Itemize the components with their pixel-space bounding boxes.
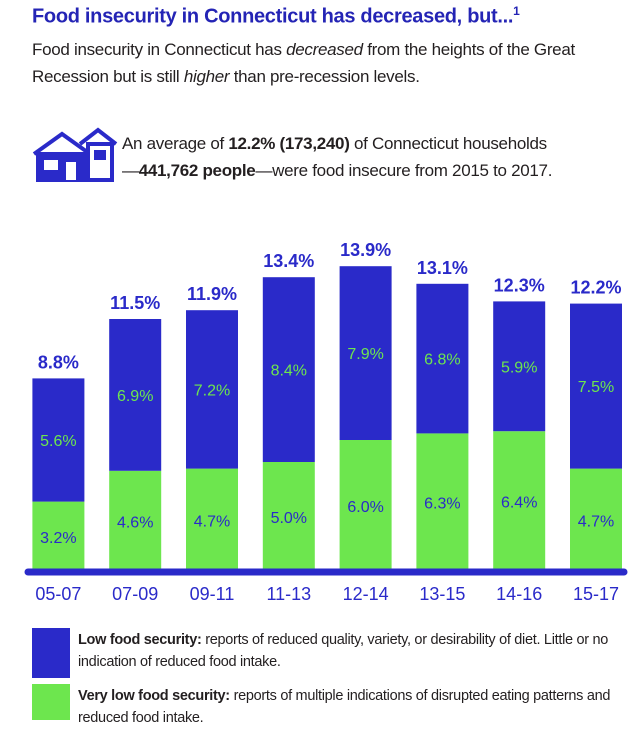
stat-text: — bbox=[122, 161, 139, 180]
bar-segment bbox=[416, 283, 469, 434]
bar-segment bbox=[416, 433, 469, 572]
segment-label: 5.0% bbox=[271, 510, 307, 527]
bar-segment bbox=[570, 303, 622, 469]
bar-segment bbox=[493, 301, 546, 432]
segment-label: 4.6% bbox=[117, 514, 153, 531]
intro-emphasis: higher bbox=[183, 67, 230, 86]
stat-text: —were food insecure from 2015 to 2017. bbox=[255, 161, 553, 180]
bar-segment bbox=[186, 468, 238, 572]
segment-label: 7.9% bbox=[347, 346, 383, 363]
stat-bold: 12.2% (173,240) bbox=[228, 134, 350, 153]
bar-segment bbox=[109, 319, 162, 471]
stat: An average of 12.2% (173,240) of Connect… bbox=[122, 130, 622, 184]
total-label: 8.8% bbox=[38, 352, 79, 372]
total-label: 12.3% bbox=[494, 275, 545, 295]
total-label: 13.4% bbox=[263, 251, 314, 271]
segment-label: 4.7% bbox=[194, 513, 230, 530]
bar-segment bbox=[186, 310, 238, 469]
house-icon bbox=[32, 127, 118, 182]
stat-text: An average of bbox=[122, 134, 229, 153]
total-label: 11.9% bbox=[187, 284, 237, 304]
legend-name: Low food security: bbox=[78, 632, 202, 648]
x-tick-label: 13-15 bbox=[419, 584, 465, 604]
segment-label: 6.9% bbox=[117, 388, 153, 405]
title-text: Food insecurity in Connecticut has decre… bbox=[32, 5, 514, 28]
x-tick-label: 09-11 bbox=[190, 584, 235, 604]
x-tick-label: 12-14 bbox=[343, 584, 389, 604]
segment-label: 7.5% bbox=[578, 379, 614, 396]
intro-emphasis: decreased bbox=[286, 40, 363, 59]
bar-segment bbox=[262, 277, 315, 462]
stat-bold: 441,762 people bbox=[138, 161, 256, 180]
legend-description: reports of reduced quality, variety, or … bbox=[78, 632, 609, 670]
legend-description: reports of multiple indications of disru… bbox=[78, 688, 611, 726]
total-label: 13.9% bbox=[340, 240, 391, 260]
segment-label: 3.2% bbox=[40, 530, 76, 547]
total-label: 11.5% bbox=[110, 293, 160, 313]
x-tick-label: 07-09 bbox=[112, 584, 158, 604]
legend-entry: Low food security: reports of reduced qu… bbox=[78, 629, 618, 673]
stat-text: of Connecticut households bbox=[349, 134, 547, 153]
segment-label: 8.4% bbox=[271, 363, 307, 380]
legend-entry: Very low food security: reports of multi… bbox=[78, 685, 618, 729]
intro-text: Food insecurity in Connecticut has bbox=[32, 40, 287, 59]
bar-segment bbox=[109, 470, 162, 572]
segment-label: 6.0% bbox=[347, 499, 383, 516]
segment-label: 7.2% bbox=[194, 382, 230, 399]
segment-label: 6.4% bbox=[501, 495, 537, 512]
segment-label: 5.6% bbox=[40, 433, 76, 450]
x-tick-label: 05-07 bbox=[35, 584, 81, 604]
total-label: 13.1% bbox=[417, 258, 468, 278]
segment-label: 6.8% bbox=[424, 352, 460, 369]
title: Food insecurity in Connecticut has decre… bbox=[32, 4, 520, 29]
x-tick-label: 15-17 bbox=[573, 584, 619, 604]
intro: Food insecurity in Connecticut has decre… bbox=[32, 36, 612, 90]
total-label: 12.2% bbox=[570, 278, 621, 298]
bar-segment bbox=[32, 501, 85, 572]
footnote-mark: 1 bbox=[513, 4, 520, 18]
legend-swatch bbox=[32, 628, 70, 678]
intro-text: from the heights of the Great Recession … bbox=[32, 40, 575, 86]
bar-segment bbox=[262, 462, 315, 572]
intro-text: than pre-recession levels. bbox=[229, 67, 420, 86]
legend-name: Very low food security: bbox=[78, 688, 230, 704]
segment-label: 4.7% bbox=[578, 513, 614, 530]
legend-swatch bbox=[32, 684, 70, 720]
segment-label: 5.9% bbox=[501, 359, 537, 376]
segment-label: 6.3% bbox=[424, 496, 460, 513]
x-tick-label: 14-16 bbox=[496, 584, 542, 604]
bar-segment bbox=[32, 378, 85, 502]
bar-segment bbox=[339, 440, 392, 572]
bar-segment bbox=[570, 468, 622, 572]
bar-segment bbox=[339, 266, 392, 440]
x-tick-label: 11-13 bbox=[266, 584, 311, 604]
bar-segment bbox=[493, 431, 546, 572]
